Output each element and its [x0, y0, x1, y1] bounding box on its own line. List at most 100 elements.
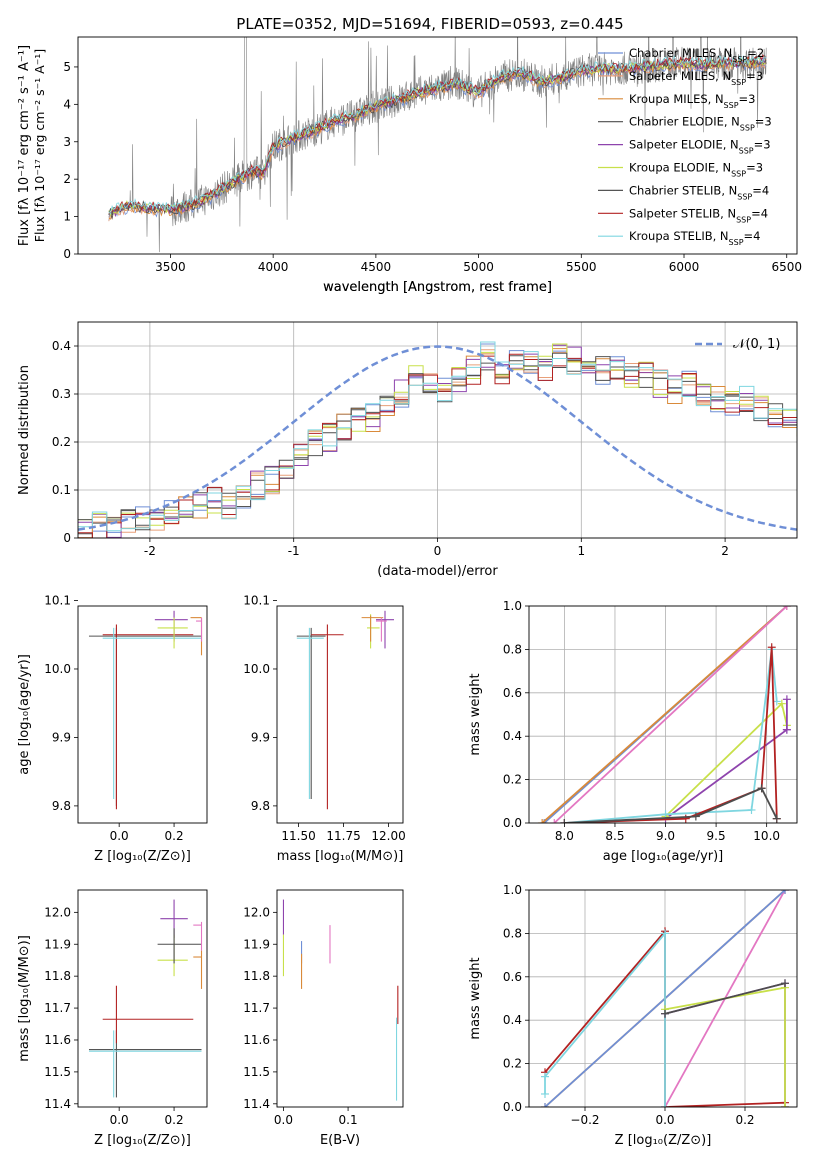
x-axis-label: Z [log₁₀(Z/Z⊙)] — [94, 849, 191, 864]
errorbars — [282, 899, 399, 1101]
gaussian-curve — [78, 345, 797, 531]
hist-series — [78, 341, 797, 532]
y-tick-label: 0.4 — [503, 1013, 522, 1027]
errorbars — [88, 899, 203, 1098]
x-tick-label: -2 — [144, 544, 156, 558]
x-tick-label: 12.00 — [371, 829, 405, 843]
legend-nssp-value: =4 — [751, 206, 768, 220]
x-tick-label: 6500 — [771, 260, 802, 274]
x-tick-label: 0 — [434, 544, 442, 558]
x-tick-label: −0.2 — [570, 1113, 599, 1127]
legend-nssp-value: =3 — [746, 161, 763, 175]
x-tick-label: 0.0 — [110, 1113, 129, 1127]
y-tick-label: 0.4 — [503, 729, 522, 743]
mass-weight-lines — [541, 890, 789, 1107]
axes-frame — [276, 889, 404, 1108]
hist-series — [78, 348, 797, 538]
y-tick-label: 5 — [63, 60, 71, 74]
x-tick-label: 11.50 — [281, 829, 315, 843]
x-axis-label: Z [log₁₀(Z/Z⊙)] — [94, 1133, 191, 1148]
axes-frame — [77, 889, 208, 1108]
mass-weight-lines — [538, 606, 791, 823]
y-tick-label: 0.2 — [503, 773, 522, 787]
x-tick-label: 5500 — [566, 260, 597, 274]
legend-nssp-value: =3 — [754, 138, 771, 152]
y-tick-label: 1 — [63, 210, 71, 224]
legend-subscript: SSP — [729, 238, 744, 247]
x-tick-label: 8.5 — [605, 829, 624, 843]
y-tick-label: 9.9 — [52, 730, 71, 744]
y-tick-label: 11.6 — [243, 1033, 270, 1047]
x-tick-label: 11.75 — [326, 829, 360, 843]
y-tick-label: 1.0 — [503, 883, 522, 897]
y-tick-label: 0.8 — [503, 642, 522, 656]
y-tick-label: 11.5 — [44, 1065, 71, 1079]
legend-nssp-value: =2 — [747, 46, 764, 60]
figure-title: PLATE=0352, MJD=51694, FIBERID=0593, z=0… — [236, 15, 623, 33]
legend-subscript: SSP — [724, 100, 739, 109]
x-axis-label: E(B-V) — [320, 1133, 360, 1148]
x-tick-label: 0.0 — [274, 1113, 293, 1127]
mass-weight-series — [564, 787, 778, 823]
legend-label: Kroupa ELODIE, NSSP=3 — [629, 161, 763, 179]
y-tick-label: 10.1 — [44, 594, 71, 608]
mass-weight-series — [664, 982, 786, 1107]
y-axis-label: Flux [fλ 10⁻¹⁷ erg cm⁻² s⁻¹ A⁻¹] — [32, 49, 47, 242]
x-tick-label: 6000 — [669, 260, 700, 274]
y-tick-label: 0.2 — [503, 1057, 522, 1071]
legend-label: Salpeter MILES, NSSP=3 — [629, 69, 763, 87]
x-axis-label: wavelength [Angstrom, rest frame] — [323, 280, 552, 295]
legend-nssp-value: =3 — [746, 69, 763, 83]
y-tick-label: 12.0 — [243, 905, 270, 919]
spectrum-panel: 3500 4000 4500 5000 5500 6000 6500 0 1 2 3 4 5 wavele… — [17, 36, 802, 295]
y-tick-label: 11.4 — [44, 1097, 71, 1111]
y-axis-label: mass weight — [468, 957, 483, 1039]
y-axis-label: age [log₁₀(age/yr)] — [17, 654, 32, 775]
legend-label: Chabrier MILES, NSSP=2 — [629, 46, 764, 64]
age-vs-Z-panel: 0.0 0.2 9.8 9.9 10.0 10.1 Z [log₁₀(Z/Z⊙)] age [… — [17, 594, 208, 864]
legend-label: Kroupa MILES, NSSP=3 — [629, 92, 755, 110]
x-tick-label: 3500 — [155, 260, 186, 274]
x-axis-label: Z [log₁₀(Z/Z⊙)] — [615, 1133, 712, 1148]
y-tick-label: 12.0 — [44, 905, 71, 919]
x-tick-label: 8.0 — [555, 829, 574, 843]
x-tick-label: 0.1 — [339, 1113, 358, 1127]
y-tick-label: 11.9 — [44, 937, 71, 951]
x-tick-label: 2 — [721, 544, 729, 558]
y-tick-label: 3 — [63, 135, 71, 149]
x-tick-label: 9.5 — [707, 829, 726, 843]
x-axis-label: wavelength [Angstrom, rest frame] — [323, 280, 552, 295]
mass-weight-series — [541, 606, 788, 823]
y-axis-label: mass weight — [468, 673, 483, 755]
age-vs-mass-panel: 11.50 11.75 12.00 9.8 9.9 10.0 10.1 mass [log₁₀… — [243, 594, 405, 864]
y-tick-label: 11.6 — [44, 1033, 71, 1047]
y-tick-label: 2 — [63, 172, 71, 186]
x-axis-label: mass [log₁₀(M/M⊙)] — [277, 849, 404, 864]
axes-frame — [276, 605, 404, 824]
legend-nssp-value: =4 — [752, 183, 769, 197]
x-tick-label: 0.2 — [735, 1113, 754, 1127]
mass-weight-series — [664, 986, 786, 1107]
y-tick-label: 11.4 — [243, 1097, 270, 1111]
hist-series — [78, 358, 797, 538]
y-tick-label: 9.8 — [251, 799, 270, 813]
y-tick-label: 11.5 — [243, 1065, 270, 1079]
y-tick-label: 0 — [63, 531, 71, 545]
y-tick-label: 9.9 — [251, 730, 270, 744]
x-tick-label: 0.2 — [165, 1113, 184, 1127]
spectrum-lines — [108, 37, 767, 253]
axes-frame — [528, 889, 798, 1108]
y-tick-label: 4 — [63, 97, 71, 111]
y-tick-label: 0.4 — [52, 339, 71, 353]
legend-label: Kroupa STELIB, NSSP=4 — [629, 229, 760, 247]
legend-subscript: SSP — [737, 192, 752, 201]
mass-weight-series — [564, 647, 778, 823]
legend-label: Chabrier STELIB, NSSP=4 — [629, 183, 769, 201]
y-tick-label: 10.0 — [243, 662, 270, 676]
y-tick-label: 0.0 — [503, 1100, 522, 1114]
mass-weight-series — [544, 930, 666, 1107]
legend-label: Salpeter ELODIE, NSSP=3 — [629, 138, 771, 156]
y-tick-label: 11.7 — [243, 1001, 270, 1015]
y-tick-label: 11.7 — [44, 1001, 71, 1015]
